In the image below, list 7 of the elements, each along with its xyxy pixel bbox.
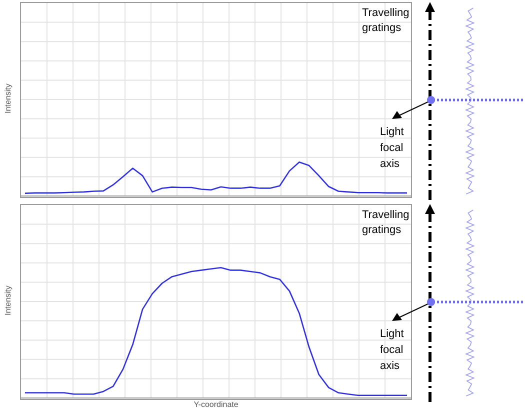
annotation: Light focal axis bbox=[380, 125, 405, 172]
x-axis-title: Y-coordinate bbox=[192, 400, 240, 409]
text: Travelling gratings bbox=[362, 208, 410, 238]
y-axis-title: Intensity bbox=[4, 83, 13, 113]
y-axis-title: Intensity bbox=[4, 285, 13, 315]
annotation: Light focal axis bbox=[380, 327, 405, 374]
text: Travelling gratings bbox=[362, 6, 410, 36]
